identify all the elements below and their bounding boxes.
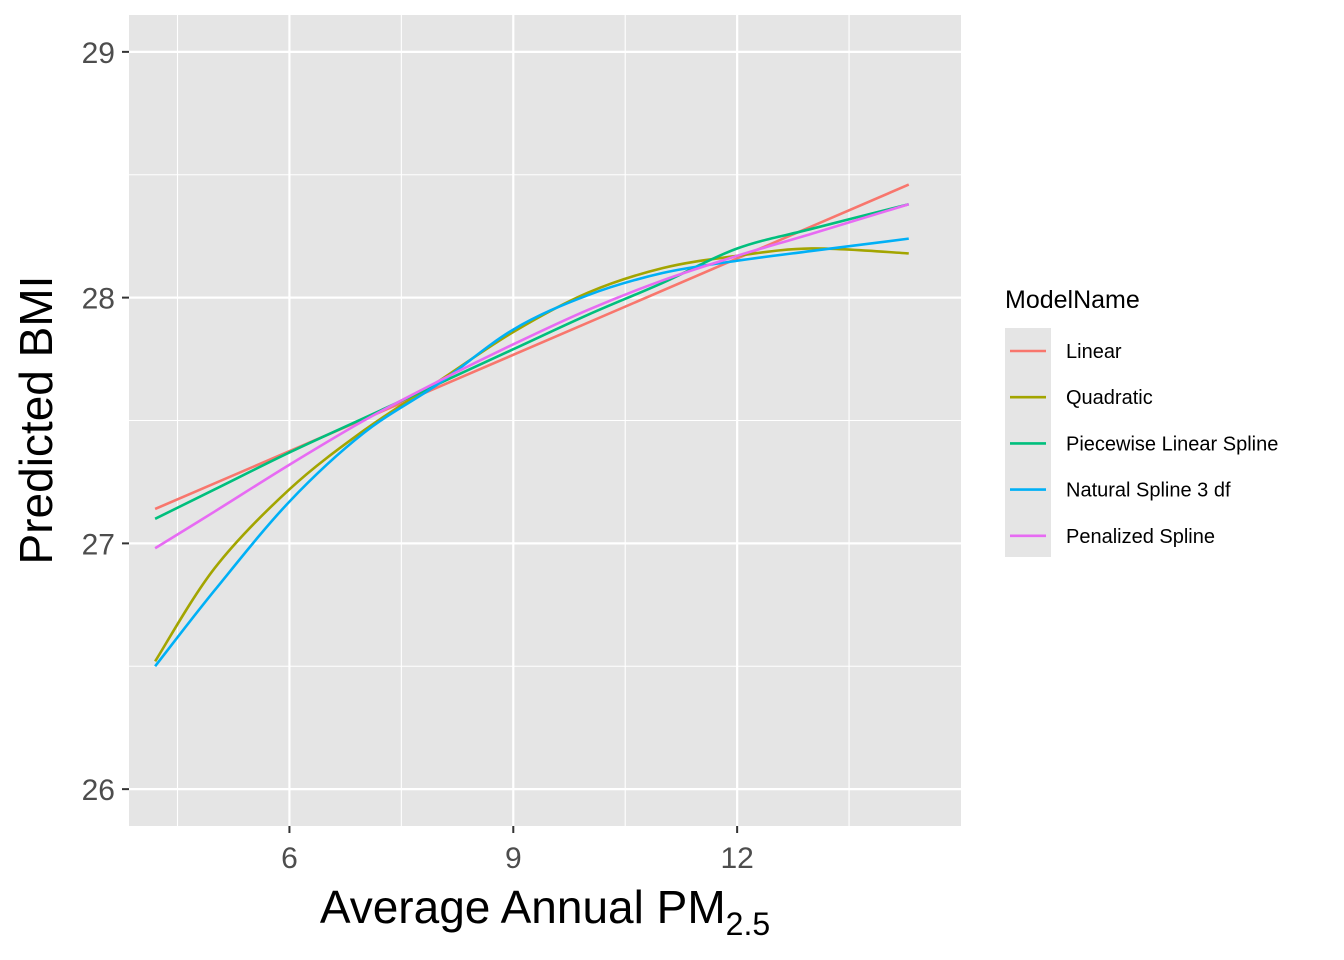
x-axis-title-main: Average Annual PM	[320, 881, 726, 933]
legend-label-linear: Linear	[1066, 341, 1122, 363]
legend-label-quadratic: Quadratic	[1066, 387, 1153, 409]
y-tick-label: 27	[82, 528, 115, 561]
grid	[129, 15, 961, 826]
axes: 6 9 12 26 27 28 29	[82, 37, 754, 875]
x-axis-title-subscript: 2.5	[726, 906, 770, 942]
series-line-linear	[154, 183, 910, 511]
series-line-penalized-spline	[154, 202, 910, 550]
x-tick-label: 9	[505, 842, 522, 875]
series-line-quadratic	[154, 247, 909, 663]
x-tick-label: 12	[720, 842, 753, 875]
y-tick-label: 26	[82, 774, 115, 807]
y-axis-title: Predicted BMI	[10, 276, 62, 565]
x-axis-title: Average Annual PM2.5	[320, 881, 770, 942]
y-tick-label: 29	[82, 37, 115, 70]
y-tick-label: 28	[82, 283, 115, 316]
legend-label-piecewise-linear-spline: Piecewise Linear Spline	[1066, 433, 1278, 455]
series-line-natural-spline-3-df	[154, 237, 909, 668]
legend-label-natural-spline-3-df: Natural Spline 3 df	[1066, 480, 1231, 502]
legend: ModelName Linear Quadratic Piecewise Linea…	[1005, 286, 1278, 557]
series-line-piecewise-linear-spline	[154, 202, 910, 520]
legend-label-penalized-spline: Penalized Spline	[1066, 526, 1215, 548]
x-tick-label: 6	[281, 842, 298, 875]
legend-title: ModelName	[1005, 286, 1140, 314]
series-layer	[154, 183, 910, 668]
